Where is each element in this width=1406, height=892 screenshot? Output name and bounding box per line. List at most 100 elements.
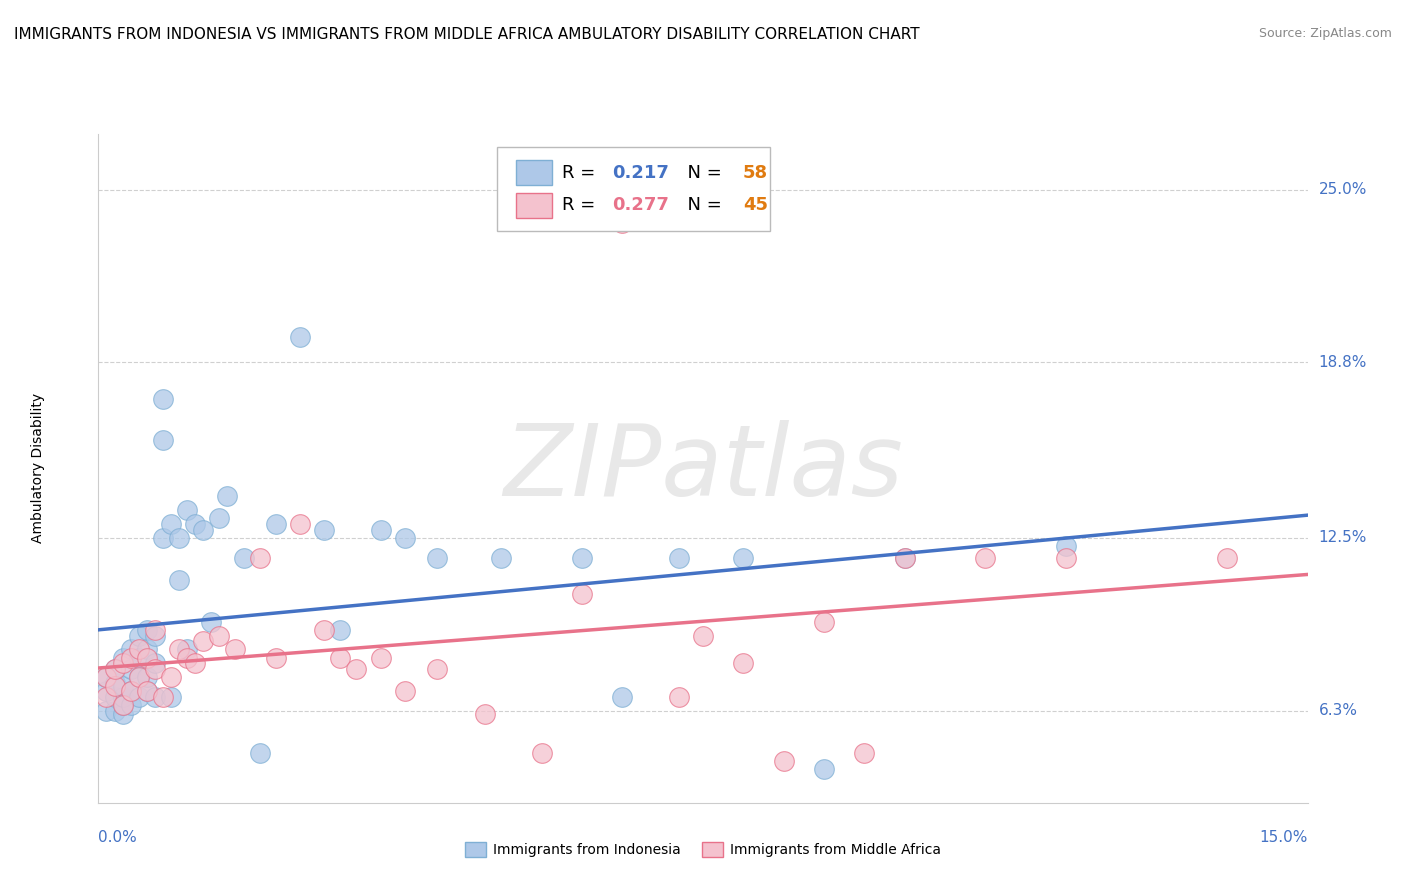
Point	[530, 746, 553, 760]
Point	[111, 690, 134, 704]
Legend: Immigrants from Indonesia, Immigrants from Middle Africa: Immigrants from Indonesia, Immigrants fr…	[460, 837, 946, 863]
Text: IMMIGRANTS FROM INDONESIA VS IMMIGRANTS FROM MIDDLE AFRICA AMBULATORY DISABILITY: IMMIGRANTS FROM INDONESIA VS IMMIGRANTS …	[14, 27, 920, 42]
Text: R =: R =	[561, 163, 600, 182]
Point	[232, 550, 254, 565]
Point	[893, 550, 915, 565]
Point	[813, 762, 835, 776]
Point	[193, 634, 215, 648]
Point	[288, 517, 311, 532]
Text: 15.0%: 15.0%	[1260, 830, 1308, 845]
Point	[96, 690, 118, 704]
Point	[176, 651, 198, 665]
Point	[264, 517, 287, 532]
Point	[200, 615, 222, 629]
Point	[160, 670, 183, 684]
Point	[813, 615, 835, 629]
Text: Ambulatory Disability: Ambulatory Disability	[31, 393, 45, 543]
Point	[135, 623, 157, 637]
Point	[193, 523, 215, 537]
Point	[1216, 550, 1239, 565]
Point	[96, 684, 118, 698]
Point	[184, 657, 207, 671]
Point	[128, 690, 150, 704]
Point	[120, 662, 142, 676]
Point	[103, 690, 125, 704]
Point	[103, 662, 125, 676]
Point	[135, 642, 157, 657]
Point	[167, 573, 190, 587]
Point	[120, 651, 142, 665]
Point	[668, 690, 690, 704]
Point	[853, 746, 876, 760]
Point	[314, 623, 336, 637]
Point	[1054, 539, 1077, 553]
Point	[111, 651, 134, 665]
Point	[344, 662, 367, 676]
Point	[160, 517, 183, 532]
Point	[103, 676, 125, 690]
Point	[96, 670, 118, 684]
Text: 25.0%: 25.0%	[1319, 182, 1367, 197]
Point	[111, 657, 134, 671]
Point	[772, 754, 794, 768]
Point	[120, 684, 142, 698]
Point	[152, 434, 174, 448]
Point	[474, 706, 496, 721]
Point	[96, 704, 118, 718]
Point	[128, 670, 150, 684]
Point	[135, 651, 157, 665]
Text: 6.3%: 6.3%	[1319, 703, 1358, 718]
Text: R =: R =	[561, 196, 600, 214]
Text: N =: N =	[676, 196, 728, 214]
Point	[668, 550, 690, 565]
Point	[120, 642, 142, 657]
Point	[733, 657, 755, 671]
Point	[103, 679, 125, 693]
Point	[314, 523, 336, 537]
Point	[612, 690, 634, 704]
Point	[974, 550, 997, 565]
Point	[893, 550, 915, 565]
Text: 0.217: 0.217	[612, 163, 669, 182]
Point	[733, 550, 755, 565]
Text: ZIPatlas: ZIPatlas	[503, 420, 903, 516]
Point	[370, 651, 392, 665]
Point	[135, 670, 157, 684]
Point	[143, 657, 166, 671]
Point	[249, 746, 271, 760]
Point	[426, 662, 449, 676]
Point	[120, 698, 142, 713]
Point	[571, 587, 593, 601]
Point	[143, 623, 166, 637]
Point	[249, 550, 271, 565]
Point	[111, 679, 134, 693]
Point	[135, 684, 157, 698]
Point	[143, 629, 166, 643]
Point	[143, 690, 166, 704]
Point	[1054, 550, 1077, 565]
Point	[152, 690, 174, 704]
Point	[128, 651, 150, 665]
Point	[394, 684, 416, 698]
Point	[224, 642, 246, 657]
Point	[329, 623, 352, 637]
Point	[571, 550, 593, 565]
Point	[394, 531, 416, 545]
Point	[426, 550, 449, 565]
Text: 0.0%: 0.0%	[98, 830, 138, 845]
Point	[103, 704, 125, 718]
Point	[135, 684, 157, 698]
Point	[217, 489, 239, 503]
FancyBboxPatch shape	[516, 193, 551, 219]
Text: Source: ZipAtlas.com: Source: ZipAtlas.com	[1258, 27, 1392, 40]
Point	[692, 629, 714, 643]
Point	[491, 550, 513, 565]
Point	[128, 670, 150, 684]
Point	[208, 629, 231, 643]
Point	[152, 531, 174, 545]
Point	[160, 690, 183, 704]
Point	[128, 642, 150, 657]
Point	[111, 698, 134, 713]
Point	[167, 642, 190, 657]
Text: 12.5%: 12.5%	[1319, 531, 1367, 546]
